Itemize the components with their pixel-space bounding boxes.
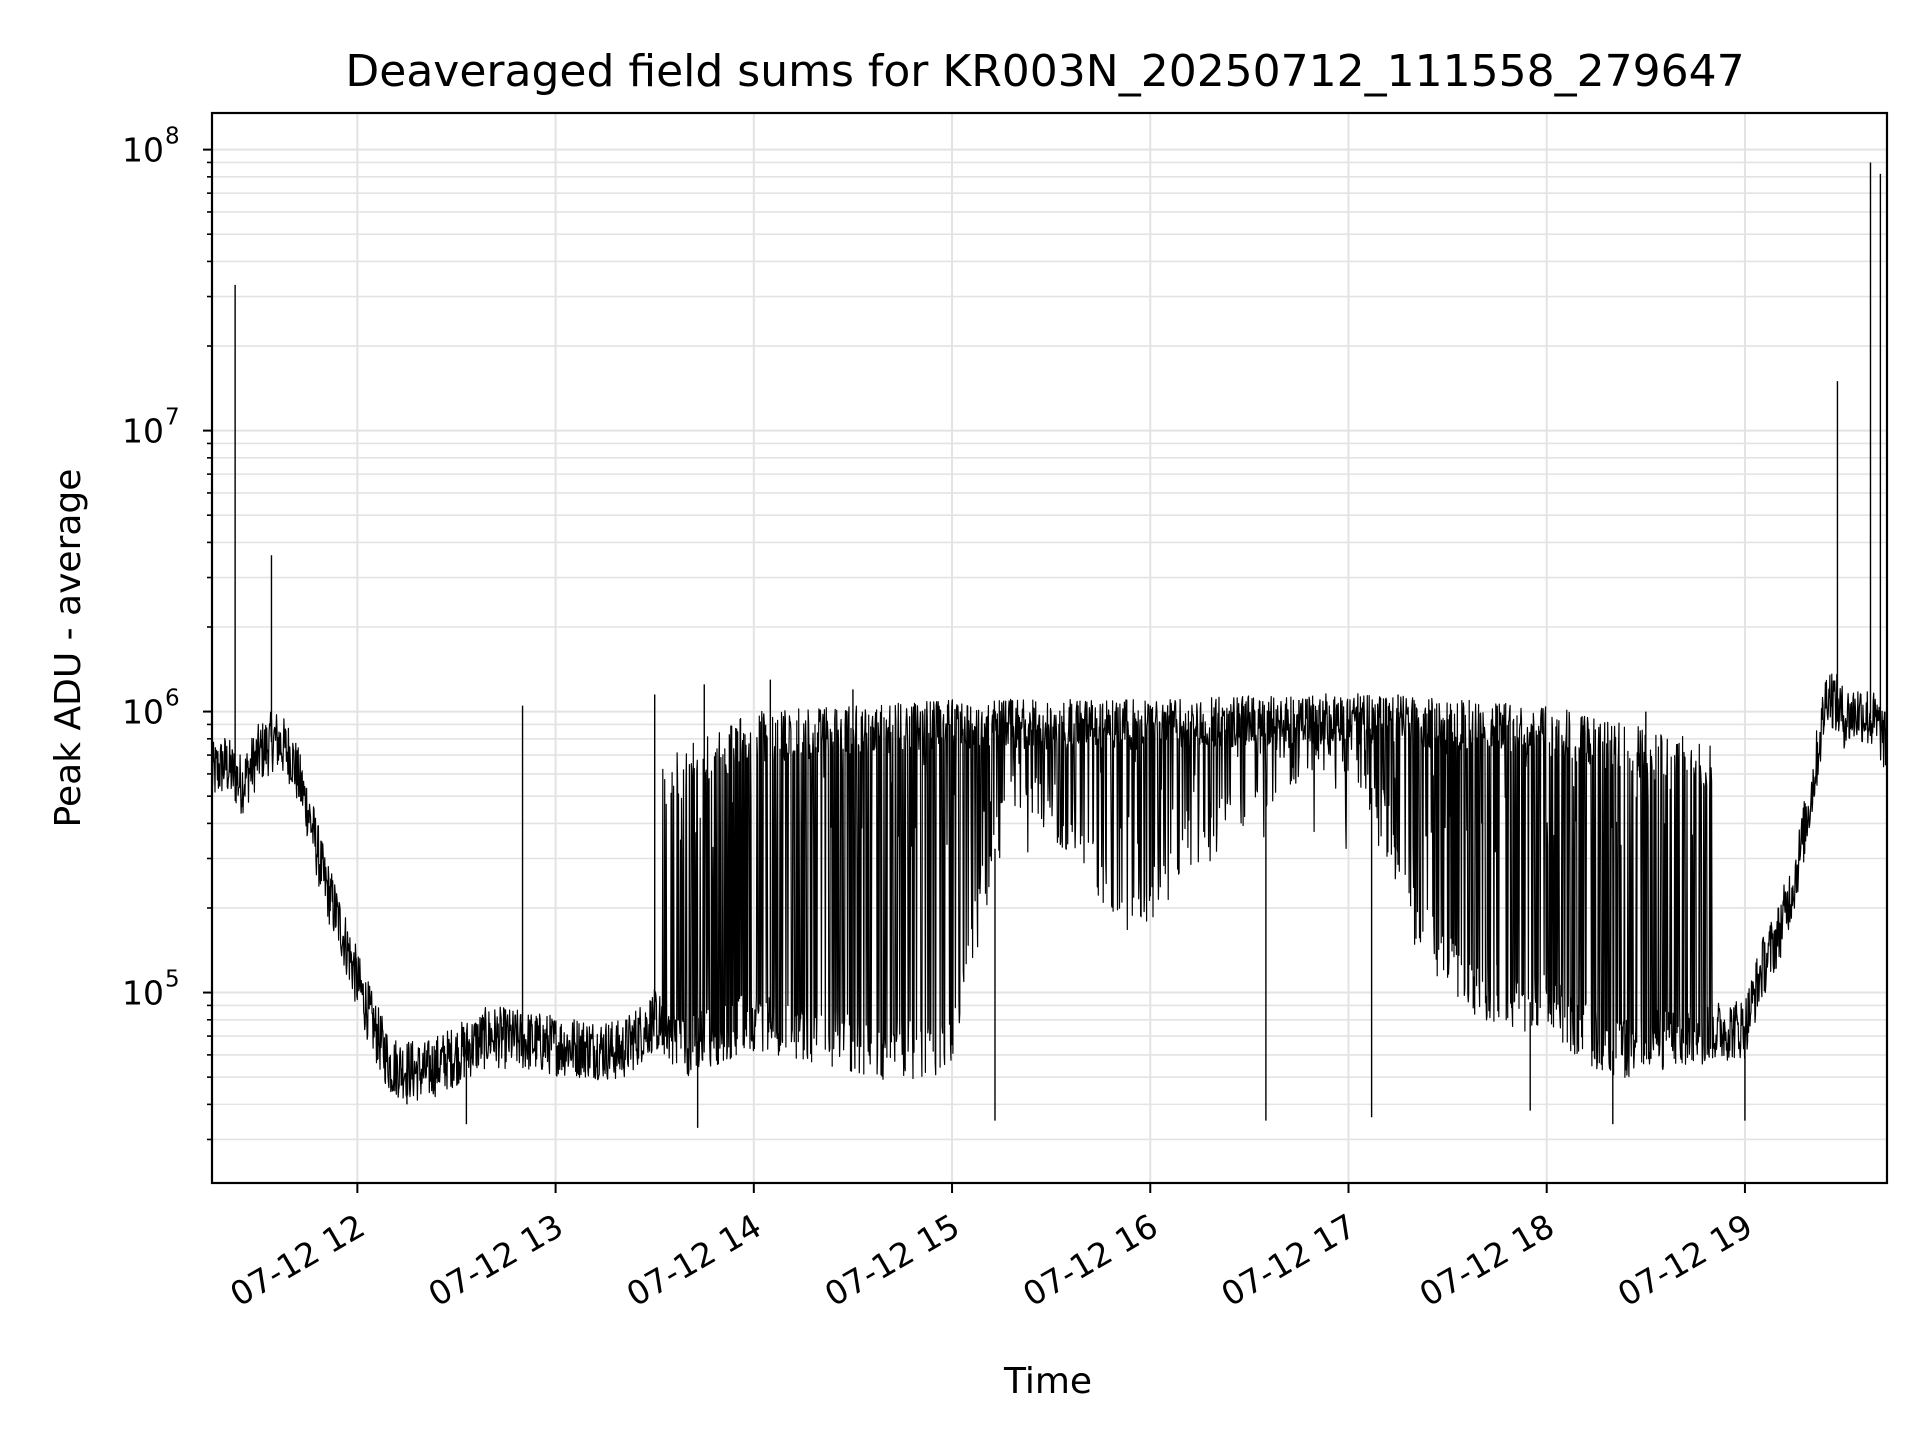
y-tick-exponent: 5 xyxy=(165,967,180,993)
y-tick-exponent: 6 xyxy=(165,686,180,712)
y-tick-exponent: 8 xyxy=(165,124,180,150)
y-axis-label: Peak ADU - average xyxy=(48,469,89,828)
y-tick-label: 10 xyxy=(122,693,164,732)
plot-frame xyxy=(210,111,1889,1185)
y-tick-exponent: 7 xyxy=(165,405,180,431)
chart-title: Deaveraged field sums for KR003N_2025071… xyxy=(345,46,1744,97)
y-tick-label: 10 xyxy=(122,412,164,451)
x-axis-label: Time xyxy=(1003,1361,1092,1402)
y-tick-label: 10 xyxy=(122,974,164,1013)
y-tick-label: 10 xyxy=(122,131,164,170)
series-line xyxy=(212,162,1887,1128)
series-trace xyxy=(212,673,1887,1101)
